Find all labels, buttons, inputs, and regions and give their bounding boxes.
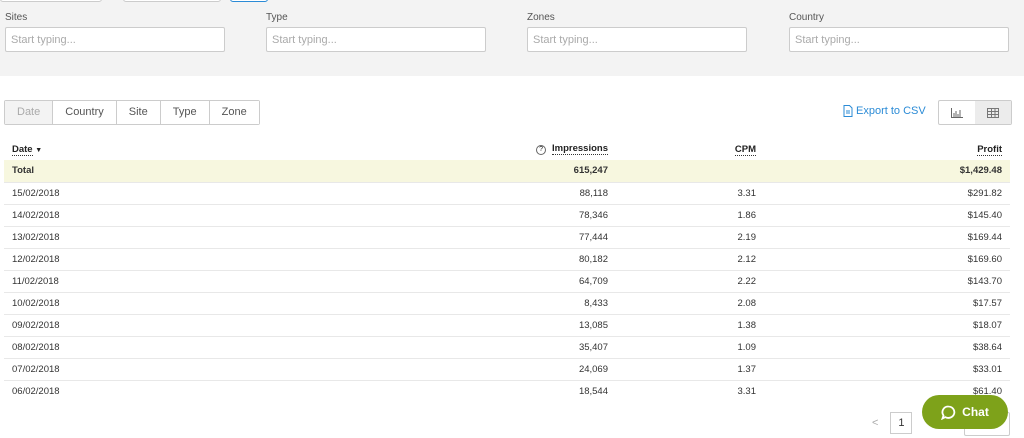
tab-site[interactable]: Site xyxy=(115,101,160,124)
profit-cell: $38.64 xyxy=(764,335,1010,358)
cpm-cell: 1.37 xyxy=(616,357,764,380)
profit-cell: $291.82 xyxy=(764,181,1010,204)
export-label: Export to CSV xyxy=(856,105,926,117)
zones-input[interactable] xyxy=(527,27,747,52)
chat-label: Chat xyxy=(962,405,989,419)
tab-type[interactable]: Type xyxy=(159,101,209,124)
date-cell: 13/02/2018 xyxy=(4,225,204,248)
profit-column-header[interactable]: Profit xyxy=(977,143,1002,156)
table-row: 10/02/2018 8,433 2.08 $17.57 xyxy=(4,291,1010,314)
chat-button[interactable]: Chat xyxy=(922,395,1008,429)
filters-panel: Sites Type Zones Country xyxy=(0,0,1024,76)
table-row: 07/02/2018 24,069 1.37 $33.01 xyxy=(4,357,1010,380)
cpm-column-header[interactable]: CPM xyxy=(734,143,756,156)
type-label: Type xyxy=(266,12,288,23)
date-cell: 08/02/2018 xyxy=(4,335,204,358)
help-icon[interactable]: ? xyxy=(536,145,547,155)
sites-input[interactable] xyxy=(5,27,225,52)
cpm-cell: 3.31 xyxy=(616,181,764,204)
pagination: < 1 xyxy=(872,412,913,434)
cpm-cell: 3.31 xyxy=(616,379,764,402)
stats-table: Date ▼ ? Impressions CPM Profit Total 615… xyxy=(4,138,1010,402)
table-row: 14/02/2018 78,346 1.86 $145.40 xyxy=(4,203,1010,226)
chart-view-button[interactable] xyxy=(939,101,975,124)
impressions-cell: 88,118 xyxy=(204,181,616,204)
date-cell: 14/02/2018 xyxy=(4,203,204,226)
cpm-cell: 2.12 xyxy=(616,247,764,270)
impressions-cell: 13,085 xyxy=(204,313,616,336)
profit-cell: $169.60 xyxy=(764,247,1010,270)
top-control[interactable] xyxy=(230,0,268,2)
date-cell: 12/02/2018 xyxy=(4,247,204,270)
cpm-cell: 1.38 xyxy=(616,313,764,336)
profit-cell: $17.57 xyxy=(764,291,1010,314)
date-cell: 06/02/2018 xyxy=(4,379,204,402)
table-row: 09/02/2018 13,085 1.38 $18.07 xyxy=(4,313,1010,336)
type-filter: Type xyxy=(266,12,486,52)
view-toggle xyxy=(938,100,1012,125)
impressions-cell: 64,709 xyxy=(204,269,616,292)
profit-cell: $143.70 xyxy=(764,269,1010,292)
tab-date[interactable]: Date xyxy=(5,101,53,124)
date-cell: 10/02/2018 xyxy=(4,291,204,314)
zones-filter: Zones xyxy=(527,12,747,52)
table-icon xyxy=(987,107,999,118)
cpm-cell: 1.86 xyxy=(616,203,764,226)
tab-zone[interactable]: Zone xyxy=(208,101,259,124)
zones-label: Zones xyxy=(527,12,555,23)
profit-cell: $33.01 xyxy=(764,357,1010,380)
table-row: 15/02/2018 88,118 3.31 $291.82 xyxy=(4,181,1010,204)
chat-bubble-icon xyxy=(941,405,956,420)
total-row: Total 615,247 $1,429.48 xyxy=(4,160,1010,182)
country-label: Country xyxy=(789,12,825,23)
current-page[interactable]: 1 xyxy=(890,412,913,434)
table-row: 11/02/2018 64,709 2.22 $143.70 xyxy=(4,269,1010,292)
cpm-cell: 1.09 xyxy=(616,335,764,358)
table-row: 12/02/2018 80,182 2.12 $169.60 xyxy=(4,247,1010,270)
profit-cell: $18.07 xyxy=(764,313,1010,336)
cpm-cell: 2.19 xyxy=(616,225,764,248)
table-header: Date ▼ ? Impressions CPM Profit xyxy=(4,138,1010,160)
tab-country[interactable]: Country xyxy=(52,101,116,124)
table-row: 06/02/2018 18,544 3.31 $61.40 xyxy=(4,379,1010,402)
table-view-button[interactable] xyxy=(975,101,1011,124)
group-by-tabs: Date Country Site Type Zone xyxy=(4,100,260,125)
profit-cell: $145.40 xyxy=(764,203,1010,226)
bar-chart-icon xyxy=(951,107,963,118)
export-csv-button[interactable]: Export to CSV xyxy=(843,105,926,117)
impressions-column-header[interactable]: ? Impressions xyxy=(204,138,616,160)
impressions-cell: 35,407 xyxy=(204,335,616,358)
country-input[interactable] xyxy=(789,27,1009,52)
cpm-cell: 2.22 xyxy=(616,269,764,292)
impressions-cell: 24,069 xyxy=(204,357,616,380)
top-control[interactable] xyxy=(0,0,102,2)
date-cell: 07/02/2018 xyxy=(4,357,204,380)
impressions-cell: 80,182 xyxy=(204,247,616,270)
table-row: 08/02/2018 35,407 1.09 $38.64 xyxy=(4,335,1010,358)
country-filter: Country xyxy=(789,12,1009,52)
impressions-cell: 18,544 xyxy=(204,379,616,402)
date-cell: 09/02/2018 xyxy=(4,313,204,336)
document-icon xyxy=(843,105,853,117)
sites-filter: Sites xyxy=(5,12,225,52)
sites-label: Sites xyxy=(5,12,28,23)
date-cell: 11/02/2018 xyxy=(4,269,204,292)
date-cell: 15/02/2018 xyxy=(4,181,204,204)
table-row: 13/02/2018 77,444 2.19 $169.44 xyxy=(4,225,1010,248)
prev-page-button[interactable]: < xyxy=(872,417,879,429)
top-control[interactable] xyxy=(123,0,221,2)
date-column-header[interactable]: Date ▼ xyxy=(12,143,43,156)
impressions-cell: 77,444 xyxy=(204,225,616,248)
impressions-cell: 8,433 xyxy=(204,291,616,314)
cpm-cell: 2.08 xyxy=(616,291,764,314)
impressions-cell: 78,346 xyxy=(204,203,616,226)
type-input[interactable] xyxy=(266,27,486,52)
profit-cell: $169.44 xyxy=(764,225,1010,248)
